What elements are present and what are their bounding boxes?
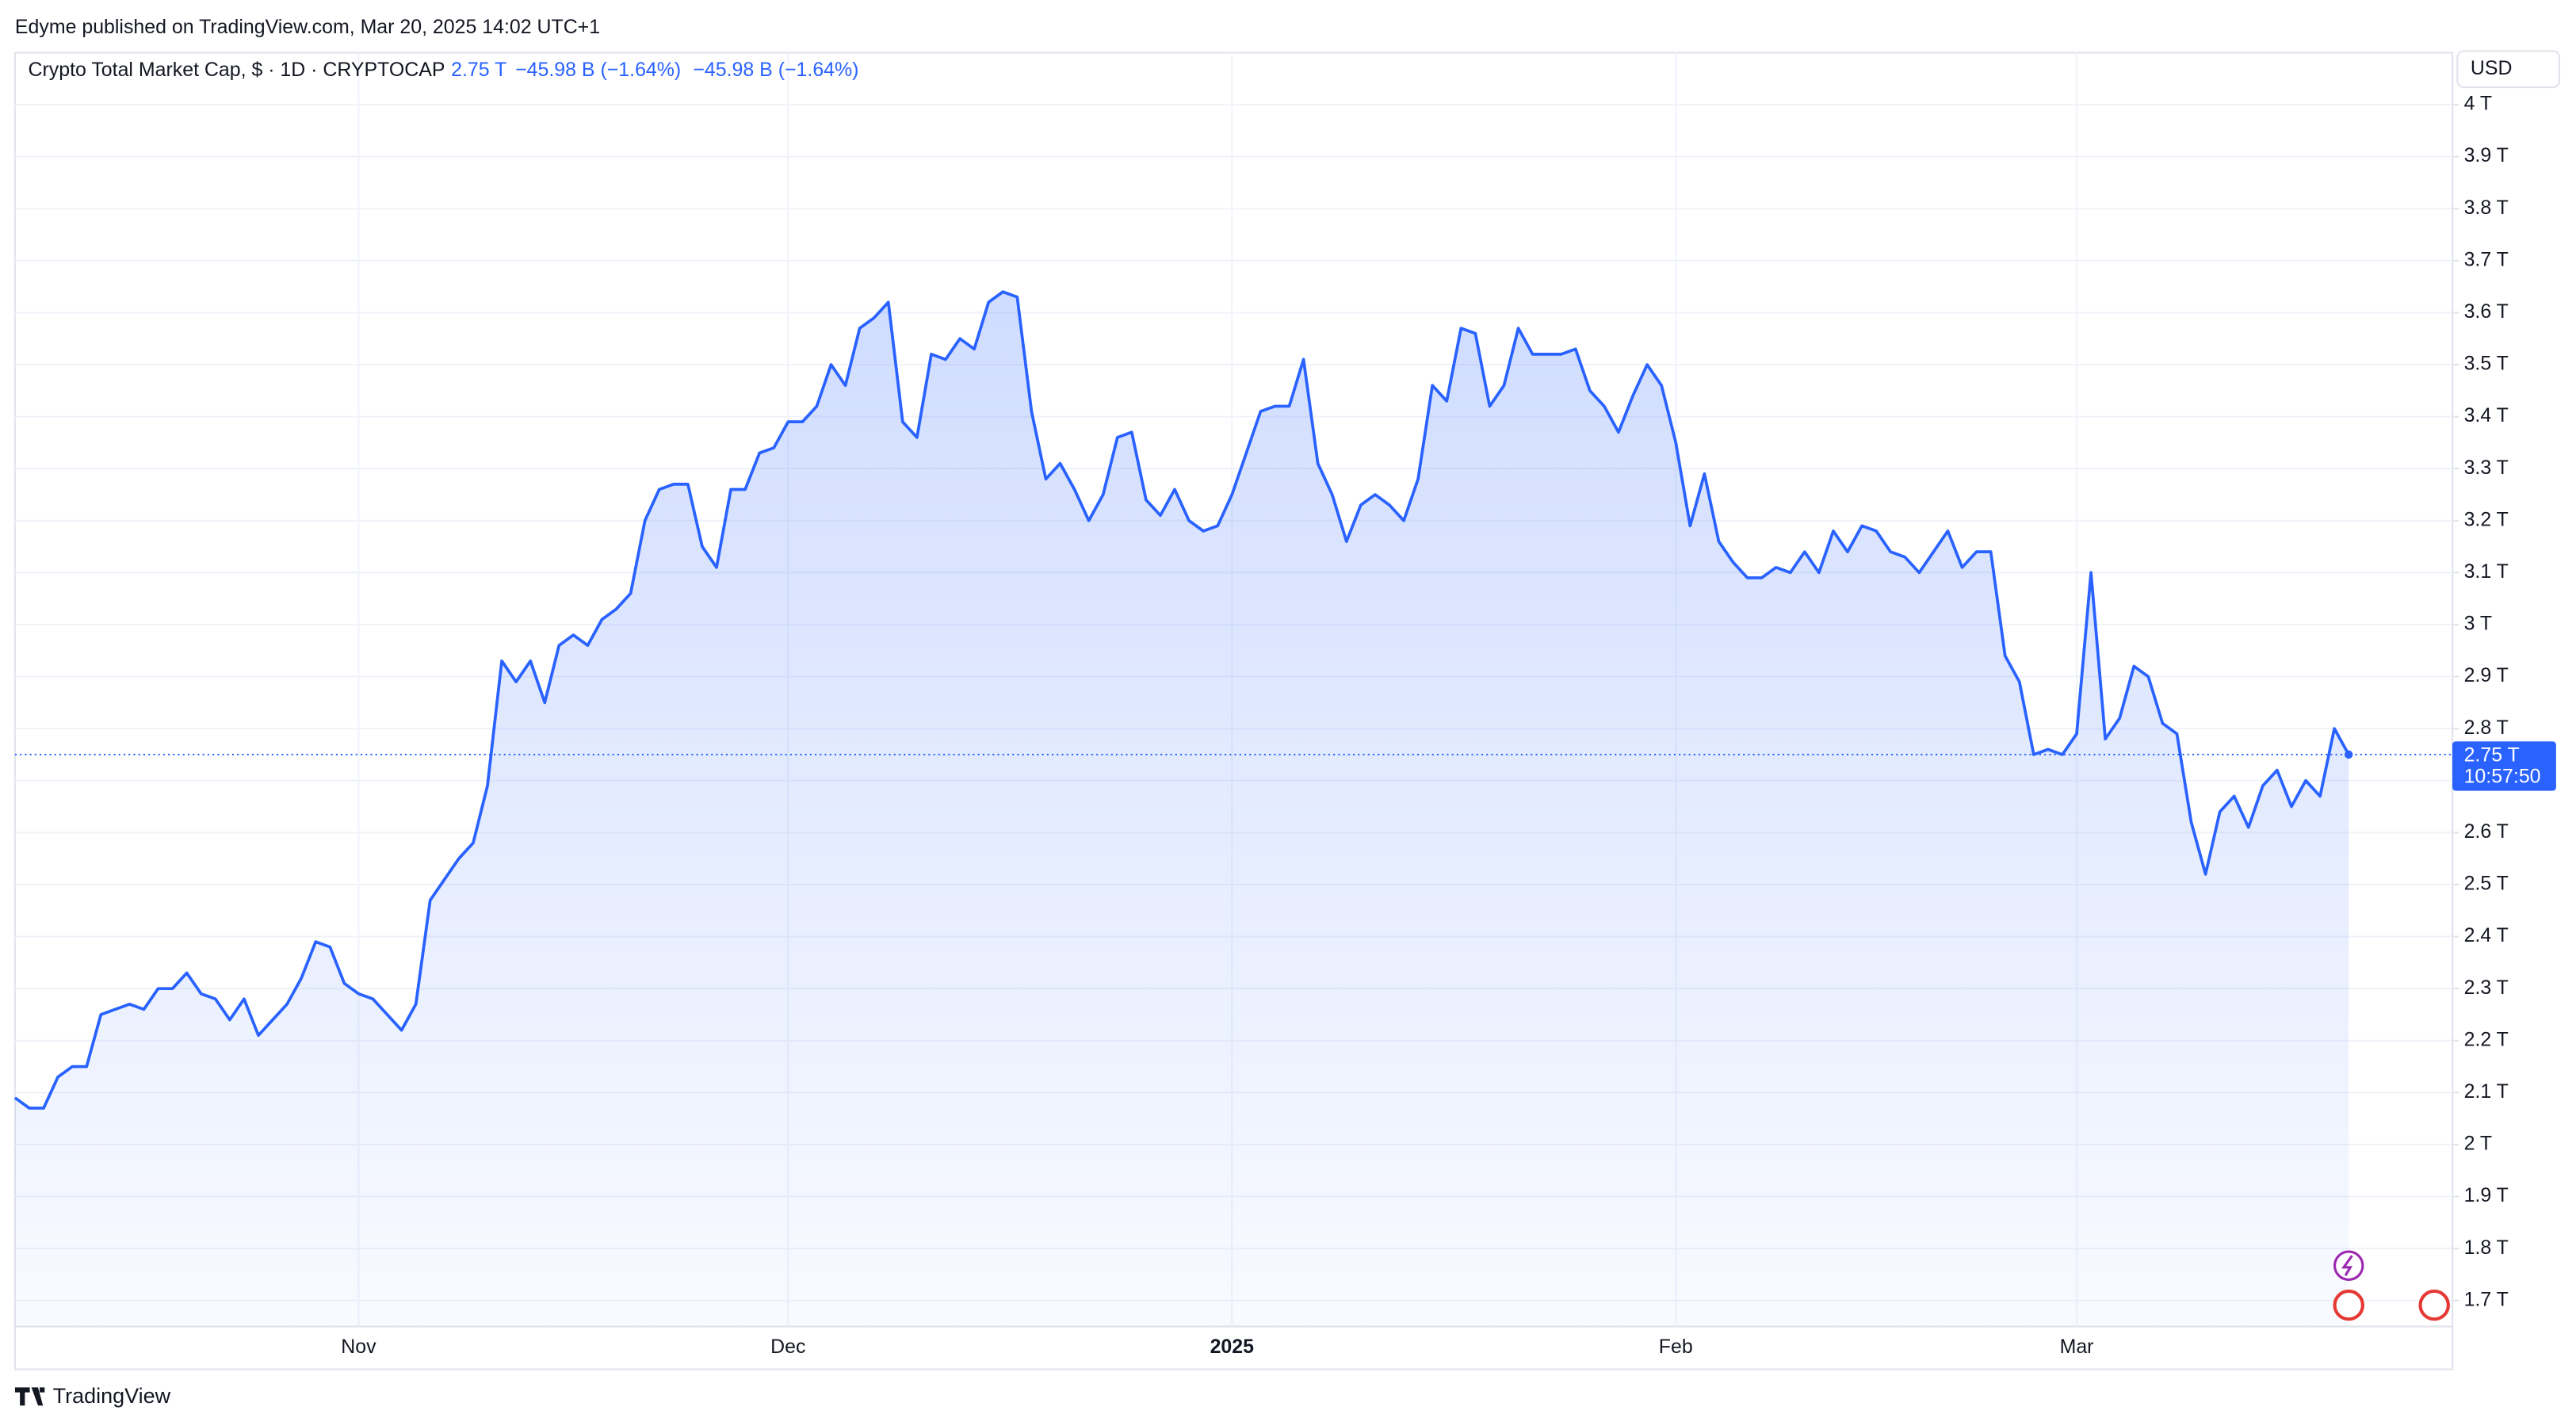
x-tick-label: Dec xyxy=(770,1336,805,1358)
plot xyxy=(13,290,2350,1327)
currency-button[interactable] xyxy=(2456,50,2561,89)
y-tick-label: 3.1 T xyxy=(2464,560,2509,583)
economic-event-icon[interactable] xyxy=(2333,1289,2364,1321)
event-icon[interactable] xyxy=(2333,1250,2364,1281)
legend-change: −45.98 B (−1.64%) xyxy=(515,59,681,81)
price-line xyxy=(13,290,2350,1110)
legend-change: −45.98 B (−1.64%) xyxy=(693,59,858,81)
y-tick-label: 3 T xyxy=(2464,613,2493,635)
currency-label[interactable]: USD xyxy=(2471,57,2513,79)
y-tick-label: 1.9 T xyxy=(2464,1184,2509,1206)
y-tick-label: 2.2 T xyxy=(2464,1028,2509,1050)
x-tick-label: Feb xyxy=(1659,1336,1693,1358)
tradingview-logo: TradingView xyxy=(14,1384,171,1408)
y-tick-label: 3.5 T xyxy=(2464,353,2509,375)
x-tick-label: Mar xyxy=(2060,1336,2094,1358)
y-tick-label: 3.9 T xyxy=(2464,144,2509,166)
logo-text: TradingView xyxy=(53,1384,171,1408)
y-tick-label: 2.9 T xyxy=(2464,664,2509,686)
y-tick-label: 3.7 T xyxy=(2464,248,2509,270)
y-tick-label: 2.5 T xyxy=(2464,873,2509,895)
price-badge-value: 2.75 T xyxy=(2464,744,2520,766)
y-tick-label: 2.1 T xyxy=(2464,1080,2509,1103)
x-tick-label: 2025 xyxy=(1210,1336,1255,1358)
y-tick-label: 3.4 T xyxy=(2464,404,2509,426)
y-tick-label: 3.8 T xyxy=(2464,197,2509,219)
price-badge-countdown: 10:57:50 xyxy=(2464,766,2541,788)
y-tick-label: 2.8 T xyxy=(2464,717,2509,739)
legend-value: 2.75 T xyxy=(451,59,506,81)
publisher-header: Edyme published on TradingView.com, Mar … xyxy=(15,16,600,38)
y-tick-label: 1.8 T xyxy=(2464,1237,2509,1259)
y-tick-label: 4 T xyxy=(2464,93,2493,115)
symbol-title: Crypto Total Market Cap, $ · 1D · CRYPTO… xyxy=(29,59,445,81)
event-icons xyxy=(2333,1250,2450,1321)
y-tick-label: 3.3 T xyxy=(2464,457,2509,479)
y-tick-label: 2 T xyxy=(2464,1133,2493,1155)
y-tick-label: 2.3 T xyxy=(2464,977,2509,999)
y-tick-label: 2.6 T xyxy=(2464,820,2509,843)
economic-event-icon[interactable] xyxy=(2418,1289,2450,1321)
x-tick-label: Nov xyxy=(341,1336,376,1358)
logo-mark xyxy=(14,1387,45,1406)
last-price-dot xyxy=(2345,750,2353,759)
y-tick-label: 3.2 T xyxy=(2464,508,2509,530)
y-tick-label: 1.7 T xyxy=(2464,1288,2509,1310)
area-fill xyxy=(14,292,2349,1327)
event-icon-bolt xyxy=(2341,1255,2353,1277)
price-badge xyxy=(2452,741,2556,791)
y-tick-label: 3.6 T xyxy=(2464,300,2509,323)
y-tick-label: 2.4 T xyxy=(2464,924,2509,946)
